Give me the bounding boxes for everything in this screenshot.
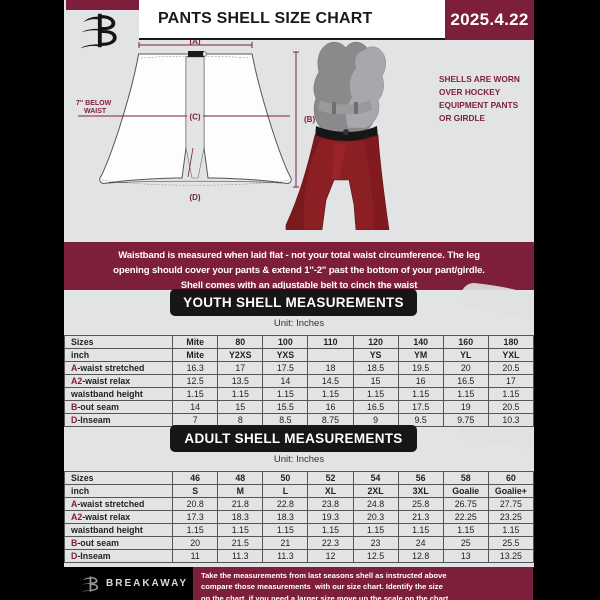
svg-text:WAIST: WAIST — [84, 108, 107, 115]
svg-text:(D): (D) — [189, 193, 200, 202]
svg-text:(A): (A) — [189, 40, 200, 46]
svg-text:7'' BELOW: 7'' BELOW — [76, 100, 112, 107]
svg-text:(C): (C) — [189, 113, 200, 122]
svg-text:(B): (B) — [304, 115, 315, 124]
